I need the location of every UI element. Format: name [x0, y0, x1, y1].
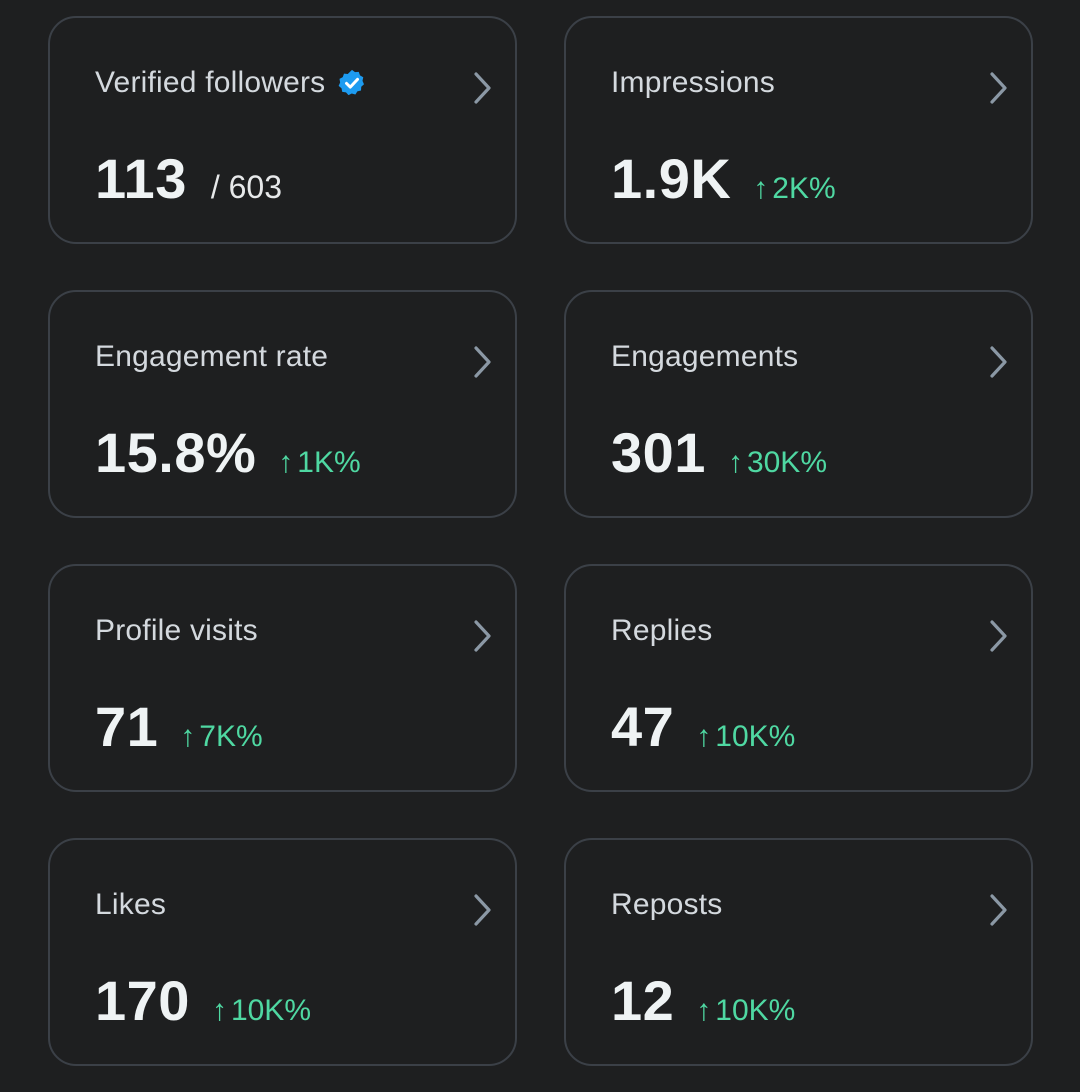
- card-title: Replies: [611, 614, 712, 648]
- card-title: Profile visits: [95, 614, 258, 648]
- up-arrow-icon: ↑: [211, 994, 227, 1027]
- reposts-card[interactable]: Reposts 12 ↑ 10K%: [564, 838, 1033, 1066]
- metric-change-value: 30K%: [746, 446, 827, 479]
- card-title-label: Engagement rate: [95, 340, 329, 373]
- metric-value-row: 113 / 603: [95, 146, 282, 211]
- metric-value-row: 71 ↑ 7K%: [95, 694, 263, 759]
- metric-change: ↑ 1K%: [278, 446, 360, 480]
- chevron-right-icon: [990, 620, 1007, 652]
- metric-change-value: 7K%: [199, 720, 263, 753]
- metric-total: / 603: [210, 169, 283, 205]
- metric-change: ↑ 10K%: [212, 994, 311, 1028]
- up-arrow-icon: ↑: [753, 172, 769, 205]
- chevron-right-icon: [990, 72, 1007, 104]
- metric-value: 170: [95, 969, 190, 1032]
- card-title: Likes: [95, 888, 166, 922]
- metric-change: ↑ 7K%: [180, 720, 262, 754]
- metric-value: 113: [95, 147, 187, 210]
- metric-change-value: 10K%: [230, 994, 311, 1027]
- card-title-label: Likes: [95, 888, 167, 921]
- metric-value: 12: [611, 969, 675, 1032]
- chevron-right-icon: [474, 894, 491, 926]
- chevron-right-icon: [990, 894, 1007, 926]
- metric-change: ↑ 2K%: [753, 172, 835, 206]
- engagements-card[interactable]: Engagements 301 ↑ 30K%: [564, 290, 1033, 518]
- metric-value-row: 170 ↑ 10K%: [95, 968, 311, 1033]
- metric-value: 71: [95, 695, 159, 758]
- up-arrow-icon: ↑: [727, 446, 743, 479]
- metric-value-row: 12 ↑ 10K%: [611, 968, 795, 1033]
- replies-card[interactable]: Replies 47 ↑ 10K%: [564, 564, 1033, 792]
- up-arrow-icon: ↑: [278, 446, 294, 479]
- likes-card[interactable]: Likes 170 ↑ 10K%: [48, 838, 517, 1066]
- metric-value: 1.9K: [611, 147, 732, 210]
- metric-change: ↑ 30K%: [728, 446, 827, 480]
- metric-change-value: 10K%: [715, 720, 796, 753]
- up-arrow-icon: ↑: [696, 994, 712, 1027]
- metric-value-row: 15.8% ↑ 1K%: [95, 420, 361, 485]
- metric-change-value: 2K%: [772, 172, 836, 205]
- card-title-label: Profile visits: [95, 614, 258, 647]
- metric-value-row: 301 ↑ 30K%: [611, 420, 827, 485]
- chevron-right-icon: [474, 72, 491, 104]
- metric-value-row: 1.9K ↑ 2K%: [611, 146, 836, 211]
- up-arrow-icon: ↑: [180, 720, 196, 753]
- metric-change-value: 1K%: [297, 446, 361, 479]
- chevron-right-icon: [474, 346, 491, 378]
- verified-followers-card[interactable]: Verified followers 113 / 603: [48, 16, 517, 244]
- metric-change-value: 10K%: [715, 994, 796, 1027]
- card-title-label: Replies: [611, 614, 713, 647]
- card-title: Impressions: [611, 66, 775, 100]
- metric-change: ↑ 10K%: [696, 994, 795, 1028]
- metric-value: 47: [611, 695, 675, 758]
- card-title-label: Impressions: [611, 66, 775, 99]
- card-title-label: Reposts: [611, 888, 723, 921]
- card-title: Engagements: [611, 340, 798, 374]
- metric-value-row: 47 ↑ 10K%: [611, 694, 795, 759]
- card-title-label: Engagements: [611, 340, 799, 373]
- impressions-card[interactable]: Impressions 1.9K ↑ 2K%: [564, 16, 1033, 244]
- card-title: Reposts: [611, 888, 722, 922]
- metric-value: 301: [611, 421, 706, 484]
- chevron-right-icon: [990, 346, 1007, 378]
- chevron-right-icon: [474, 620, 491, 652]
- verified-badge-icon: [339, 69, 365, 96]
- up-arrow-icon: ↑: [696, 720, 712, 753]
- card-title: Engagement rate: [95, 340, 328, 374]
- card-title-label: Verified followers: [95, 66, 326, 99]
- metric-change: ↑ 10K%: [696, 720, 795, 754]
- engagement-rate-card[interactable]: Engagement rate 15.8% ↑ 1K%: [48, 290, 517, 518]
- metric-value: 15.8%: [95, 421, 257, 484]
- profile-visits-card[interactable]: Profile visits 71 ↑ 7K%: [48, 564, 517, 792]
- card-title: Verified followers: [95, 66, 367, 100]
